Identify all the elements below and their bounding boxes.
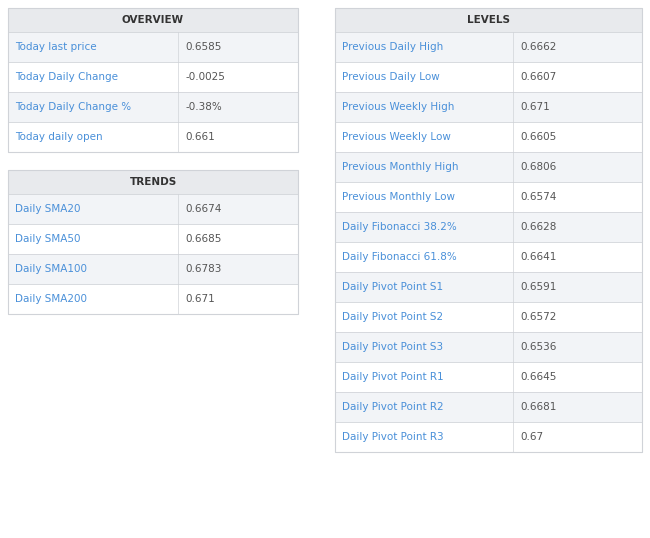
Text: 0.6585: 0.6585 <box>185 42 222 52</box>
Text: Daily Pivot Point S2: Daily Pivot Point S2 <box>342 312 443 322</box>
Text: 0.6628: 0.6628 <box>520 222 556 232</box>
Bar <box>8 224 298 254</box>
Bar <box>8 170 298 194</box>
Text: Today Daily Change: Today Daily Change <box>15 72 118 82</box>
Text: 0.6536: 0.6536 <box>520 342 556 352</box>
Bar <box>8 170 298 314</box>
Bar <box>8 284 298 314</box>
Text: 0.6591: 0.6591 <box>520 282 556 292</box>
Text: 0.6681: 0.6681 <box>520 402 556 412</box>
Bar <box>335 92 642 122</box>
Text: 0.661: 0.661 <box>185 132 214 142</box>
Text: Previous Monthly High: Previous Monthly High <box>342 162 458 172</box>
Bar <box>335 302 642 332</box>
Text: 0.6674: 0.6674 <box>185 204 222 214</box>
Bar <box>8 194 298 224</box>
Bar <box>335 8 642 452</box>
Bar <box>8 32 298 62</box>
Text: 0.6574: 0.6574 <box>520 192 556 202</box>
Bar <box>335 122 642 152</box>
Text: Daily Pivot Point S3: Daily Pivot Point S3 <box>342 342 443 352</box>
Text: -0.0025: -0.0025 <box>185 72 225 82</box>
Text: 0.6806: 0.6806 <box>520 162 556 172</box>
Text: Previous Weekly High: Previous Weekly High <box>342 102 454 112</box>
Text: Daily Pivot Point R3: Daily Pivot Point R3 <box>342 432 443 442</box>
Bar <box>335 182 642 212</box>
Text: Daily Pivot Point R2: Daily Pivot Point R2 <box>342 402 443 412</box>
Text: 0.6572: 0.6572 <box>520 312 556 322</box>
Text: Daily Fibonacci 38.2%: Daily Fibonacci 38.2% <box>342 222 457 232</box>
Text: 0.6605: 0.6605 <box>520 132 556 142</box>
Bar <box>335 32 642 62</box>
Text: Today last price: Today last price <box>15 42 97 52</box>
Text: Daily Pivot Point S1: Daily Pivot Point S1 <box>342 282 443 292</box>
Text: 0.671: 0.671 <box>520 102 550 112</box>
Text: 0.67: 0.67 <box>520 432 543 442</box>
Text: Today Daily Change %: Today Daily Change % <box>15 102 131 112</box>
Text: Previous Daily High: Previous Daily High <box>342 42 443 52</box>
Text: Today daily open: Today daily open <box>15 132 103 142</box>
Bar <box>335 272 642 302</box>
Bar <box>8 62 298 92</box>
Bar <box>335 212 642 242</box>
Text: Previous Daily Low: Previous Daily Low <box>342 72 440 82</box>
Text: 0.6607: 0.6607 <box>520 72 556 82</box>
Bar <box>335 332 642 362</box>
Text: 0.6662: 0.6662 <box>520 42 556 52</box>
Bar <box>8 122 298 152</box>
Text: Previous Monthly Low: Previous Monthly Low <box>342 192 455 202</box>
Text: Daily SMA200: Daily SMA200 <box>15 294 87 304</box>
Bar <box>335 152 642 182</box>
Text: Daily Pivot Point R1: Daily Pivot Point R1 <box>342 372 443 382</box>
Bar <box>8 8 298 152</box>
Text: 0.6641: 0.6641 <box>520 252 556 262</box>
Bar <box>335 362 642 392</box>
Bar <box>8 92 298 122</box>
Text: TRENDS: TRENDS <box>129 177 177 187</box>
Text: 0.6685: 0.6685 <box>185 234 222 244</box>
Text: Daily SMA50: Daily SMA50 <box>15 234 81 244</box>
Bar <box>335 422 642 452</box>
Text: LEVELS: LEVELS <box>467 15 510 25</box>
Bar <box>335 62 642 92</box>
Text: OVERVIEW: OVERVIEW <box>122 15 184 25</box>
Bar <box>335 8 642 32</box>
Text: Daily SMA20: Daily SMA20 <box>15 204 81 214</box>
Bar <box>8 254 298 284</box>
Bar <box>335 392 642 422</box>
Bar <box>8 8 298 32</box>
Text: Daily SMA100: Daily SMA100 <box>15 264 87 274</box>
Text: Previous Weekly Low: Previous Weekly Low <box>342 132 451 142</box>
Text: -0.38%: -0.38% <box>185 102 222 112</box>
Text: Daily Fibonacci 61.8%: Daily Fibonacci 61.8% <box>342 252 457 262</box>
Text: 0.6645: 0.6645 <box>520 372 556 382</box>
Text: 0.671: 0.671 <box>185 294 214 304</box>
Bar <box>335 242 642 272</box>
Text: 0.6783: 0.6783 <box>185 264 222 274</box>
